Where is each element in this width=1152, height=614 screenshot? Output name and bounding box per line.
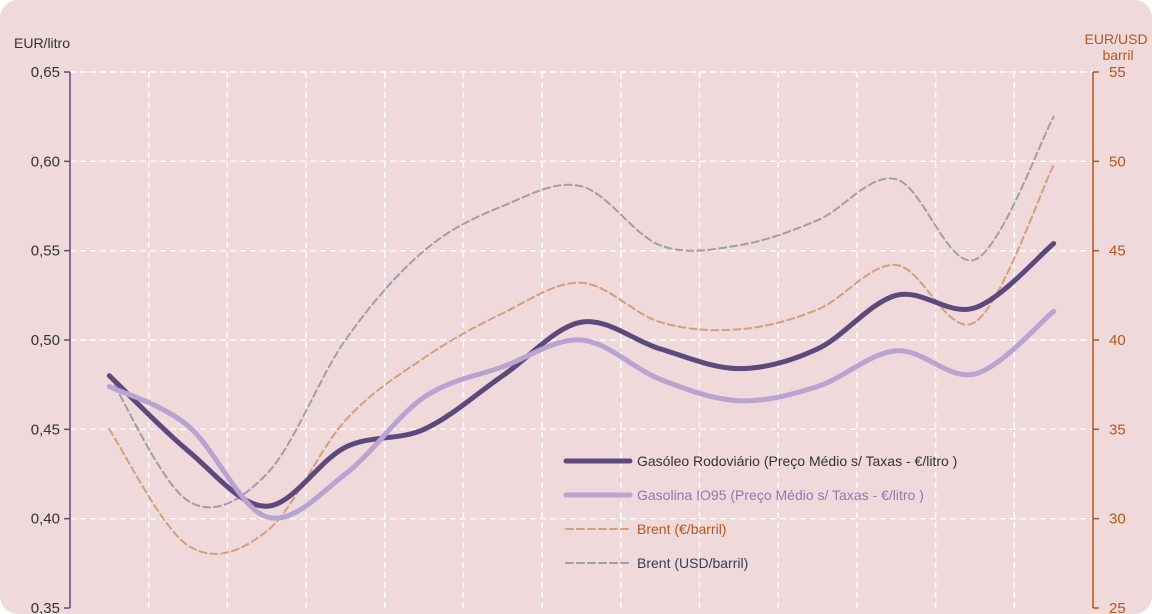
series-line-brent-barril bbox=[108, 163, 1055, 555]
right-y-tick-label: 45 bbox=[1109, 243, 1126, 260]
right-y-tick-label: 55 bbox=[1109, 64, 1126, 81]
right-y-tick-label: 50 bbox=[1109, 153, 1126, 170]
right-y-axis-ticks: 25 30 35 40 45 50 55 bbox=[1093, 64, 1126, 614]
left-y-tick-label: 0,60 bbox=[31, 153, 60, 170]
legend-label: Gasolina IO95 (Preço Médio s/ Taxas - €/… bbox=[637, 487, 924, 503]
left-y-tick-label: 0,55 bbox=[31, 243, 60, 260]
right-y-tick-label: 30 bbox=[1109, 511, 1126, 528]
left-y-tick-label: 0,35 bbox=[31, 600, 60, 614]
series-line-brent-usd-barril bbox=[108, 115, 1055, 509]
right-y-tick-label: 40 bbox=[1109, 332, 1126, 349]
legend: Gasóleo Rodoviário (Preço Médio s/ Taxas… bbox=[563, 453, 957, 571]
legend-label: Brent (USD/barril) bbox=[637, 555, 748, 571]
right-y-axis-unit-label-line-1: EUR/USD bbox=[1085, 31, 1148, 47]
right-y-tick-label: 35 bbox=[1109, 421, 1126, 438]
left-y-axis-unit-label: EUR/litro bbox=[14, 35, 70, 51]
series-line-gasolina-io95-preco-medio-s-taxas-litro bbox=[106, 308, 1057, 521]
legend-label: Brent (€/barril) bbox=[637, 521, 726, 537]
right-y-axis-unit-label: EUR/USD barril bbox=[1085, 31, 1152, 63]
left-y-axis-ticks: 0,35 0,40 0,45 0,50 0,55 0,60 0,65 bbox=[31, 64, 70, 614]
left-y-tick-label: 0,50 bbox=[31, 332, 60, 349]
left-y-tick-label: 0,40 bbox=[31, 511, 60, 528]
legend-label: Gasóleo Rodoviário (Preço Médio s/ Taxas… bbox=[637, 453, 957, 469]
left-y-tick-label: 0,65 bbox=[31, 64, 60, 81]
right-y-tick-label: 25 bbox=[1109, 600, 1126, 614]
series-line-gasoleo-rodoviario-preco-medio-s-taxas-litro bbox=[106, 241, 1057, 509]
right-y-axis-unit-label-line-2: barril bbox=[1102, 47, 1133, 63]
series-lines bbox=[106, 115, 1057, 555]
left-y-tick-label: 0,45 bbox=[31, 421, 60, 438]
